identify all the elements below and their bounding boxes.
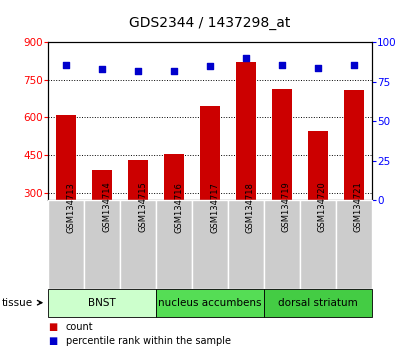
Bar xyxy=(228,200,264,289)
Text: BNST: BNST xyxy=(88,298,116,308)
Text: GSM134715: GSM134715 xyxy=(138,182,147,233)
Bar xyxy=(92,170,112,200)
Bar xyxy=(56,115,76,200)
Text: ■: ■ xyxy=(48,322,58,332)
Point xyxy=(63,62,70,67)
Point xyxy=(207,63,213,69)
Bar xyxy=(120,200,156,289)
Text: ■: ■ xyxy=(48,336,58,346)
Text: GSM134721: GSM134721 xyxy=(354,182,363,233)
Bar xyxy=(164,154,184,200)
Text: tissue: tissue xyxy=(2,298,33,308)
Point xyxy=(135,68,142,74)
Bar xyxy=(156,289,264,317)
Bar xyxy=(336,200,372,289)
Bar xyxy=(236,63,256,200)
Point xyxy=(171,68,177,74)
Bar xyxy=(264,289,372,317)
Text: GSM134714: GSM134714 xyxy=(102,182,111,233)
Point xyxy=(315,65,321,70)
Bar xyxy=(128,160,148,200)
Text: GDS2344 / 1437298_at: GDS2344 / 1437298_at xyxy=(129,16,291,30)
Bar xyxy=(84,200,120,289)
Point xyxy=(99,67,105,72)
Bar xyxy=(344,90,364,200)
Text: percentile rank within the sample: percentile rank within the sample xyxy=(66,336,231,346)
Bar xyxy=(156,200,192,289)
Point xyxy=(278,62,285,67)
Text: GSM134716: GSM134716 xyxy=(174,182,183,233)
Point xyxy=(243,55,249,61)
Bar xyxy=(272,89,292,200)
Bar xyxy=(48,289,156,317)
Text: nucleus accumbens: nucleus accumbens xyxy=(158,298,262,308)
Text: count: count xyxy=(66,322,94,332)
Text: GSM134717: GSM134717 xyxy=(210,182,219,233)
Bar xyxy=(264,200,300,289)
Text: GSM134720: GSM134720 xyxy=(318,182,327,233)
Bar xyxy=(308,131,328,200)
Bar xyxy=(200,106,220,200)
Text: GSM134713: GSM134713 xyxy=(66,182,75,233)
Bar xyxy=(192,200,228,289)
Bar xyxy=(300,200,336,289)
Text: GSM134718: GSM134718 xyxy=(246,182,255,233)
Bar xyxy=(48,200,84,289)
Text: GSM134719: GSM134719 xyxy=(282,182,291,233)
Point xyxy=(350,62,357,67)
Text: dorsal striatum: dorsal striatum xyxy=(278,298,358,308)
